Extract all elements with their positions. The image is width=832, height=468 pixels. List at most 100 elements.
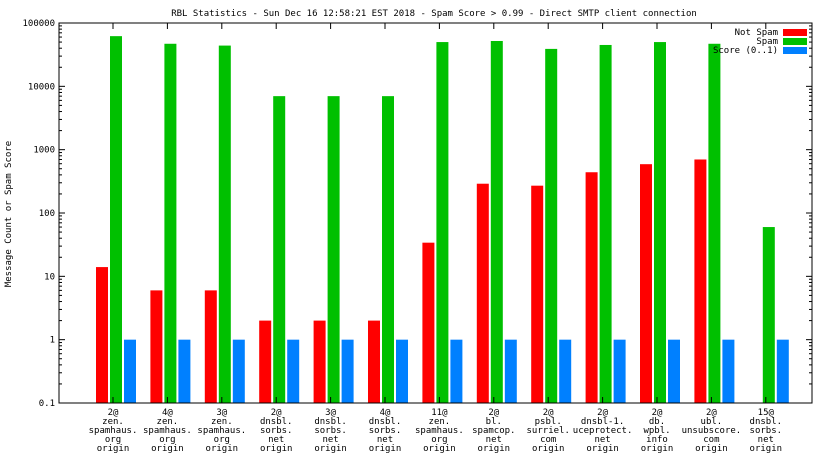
bar-not-spam: [259, 320, 272, 403]
y-tick-label: 10: [44, 272, 55, 282]
x-tick-label-line: 2@: [271, 408, 282, 418]
legend-label: Spam: [756, 37, 778, 47]
bar-not-spam: [640, 164, 652, 403]
legend-label: Score (0..1): [713, 46, 778, 56]
bar-spam: [273, 96, 286, 403]
x-tick-label-line: 3@: [325, 408, 336, 418]
x-tick-label-line: ubl.: [701, 417, 723, 427]
x-tick-label-line: info: [646, 435, 668, 445]
bar-spam: [708, 43, 721, 403]
x-tick-label-line: origin: [586, 444, 619, 454]
x-tick-label-line: surriel.: [527, 426, 570, 436]
x-tick-label-line: spamhaus.: [143, 426, 192, 436]
bar-not-spam: [422, 242, 435, 403]
bar-not-spam: [313, 320, 326, 403]
x-tick-label: 3@ dnsbl. sorbs. net origin: [314, 408, 347, 454]
x-tick-label: 2@ zen. spamhaus. org origin: [89, 408, 138, 454]
x-tick-label-line: origin: [423, 444, 456, 454]
bar-score-0-1: [450, 339, 463, 403]
x-tick-label-line: origin: [532, 444, 565, 454]
bar-not-spam: [204, 290, 217, 403]
x-tick-label-line: origin: [314, 444, 347, 454]
x-tick-label-line: net: [322, 435, 338, 445]
y-axis: 0.1 1 10 100 1000 10000 100000: [22, 19, 812, 409]
x-tick-label: 2@ dnsbl-1. uceprotect. net origin: [573, 408, 633, 454]
bar-spam: [490, 40, 503, 404]
x-tick-label-line: dnsbl.: [260, 417, 293, 427]
x-tick-label-line: zen.: [429, 417, 451, 427]
x-tick-label: 11@ zen. spamhaus. org origin: [415, 408, 464, 454]
y-tick-label: 1: [50, 336, 55, 346]
bar-not-spam: [96, 267, 108, 403]
x-tick-label-line: sorbs.: [260, 426, 293, 436]
bar-score-0-1: [287, 339, 300, 403]
bar-spam: [654, 42, 666, 403]
x-tick-label-line: origin: [369, 444, 402, 454]
bar-not-spam: [531, 185, 544, 403]
bar-score-0-1: [341, 339, 354, 403]
bar-spam: [218, 45, 231, 403]
bar-not-spam: [585, 172, 598, 403]
legend-label: Not Spam: [735, 28, 778, 38]
x-tick-label-line: sorbs.: [369, 426, 402, 436]
y-tick-label: 10000: [28, 82, 55, 92]
x-tick-label-line: origin: [206, 444, 239, 454]
x-tick-label-line: spamhaus.: [415, 426, 464, 436]
x-tick-label-line: unsubscore.: [682, 426, 742, 436]
bar-score-0-1: [178, 339, 191, 403]
x-tick-label-line: origin: [750, 444, 783, 454]
x-tick-label-line: 2@: [652, 408, 663, 418]
bar-spam: [382, 96, 394, 403]
x-tick-label-line: org: [214, 435, 230, 445]
x-tick-label: 4@ zen. spamhaus. org origin: [143, 408, 192, 454]
x-tick-label: 2@ psbl. surriel. com origin: [527, 408, 570, 454]
x-tick-label-line: 2@: [108, 408, 119, 418]
x-tick-label-line: 3@: [216, 408, 227, 418]
x-tick-label-line: origin: [695, 444, 728, 454]
x-tick-label-line: org: [431, 435, 447, 445]
x-tick-label: 2@ ubl. unsubscore. com origin: [682, 408, 742, 454]
bars: [96, 23, 789, 404]
bar-spam: [762, 227, 775, 403]
plot-frame: [58, 22, 813, 404]
x-tick-label-line: net: [758, 435, 774, 445]
x-tick-label-line: net: [486, 435, 502, 445]
bar-not-spam: [150, 290, 163, 403]
chart-title: RBL Statistics - Sun Dec 16 12:58:21 EST…: [171, 9, 697, 19]
bar-score-0-1: [722, 339, 735, 403]
x-tick-label-line: com: [703, 435, 719, 445]
bar-spam: [164, 43, 177, 403]
legend-swatch: [783, 47, 807, 54]
bar-not-spam: [694, 159, 707, 403]
bar-spam: [327, 96, 340, 403]
bar-spam: [436, 42, 449, 403]
bar-score-0-1: [124, 339, 136, 403]
x-tick-label: 2@ bl. spamcop. net origin: [472, 408, 515, 454]
x-tick-label-line: dnsbl.: [369, 417, 402, 427]
bar-score-0-1: [396, 339, 408, 403]
bar-score-0-1: [776, 339, 789, 403]
x-tick-label-line: wpbl.: [643, 426, 670, 436]
x-tick-label-line: origin: [478, 444, 511, 454]
x-tick-label-line: sorbs.: [314, 426, 347, 436]
x-tick-label-line: origin: [641, 444, 674, 454]
x-tick-label-line: 15@: [758, 408, 775, 418]
x-tick-label-line: com: [540, 435, 556, 445]
x-tick-label-line: origin: [260, 444, 293, 454]
x-tick-label-line: spamhaus.: [197, 426, 246, 436]
x-tick-label: 4@ dnsbl. sorbs. net origin: [369, 408, 402, 454]
y-tick-label: 0.1: [39, 399, 55, 409]
y-tick-label: 100: [39, 209, 55, 219]
x-tick-label-line: dnsbl.: [314, 417, 347, 427]
bar-score-0-1: [613, 339, 626, 403]
x-tick-label-line: dnsbl.: [750, 417, 783, 427]
bar-spam: [110, 36, 122, 403]
x-tick-label-line: 2@: [488, 408, 499, 418]
x-tick-label-line: bl.: [486, 417, 502, 427]
bar-score-0-1: [559, 339, 572, 403]
x-tick-label-line: origin: [151, 444, 184, 454]
legend-swatch: [783, 29, 807, 36]
x-tick-label-line: dnsbl-1.: [581, 417, 624, 427]
